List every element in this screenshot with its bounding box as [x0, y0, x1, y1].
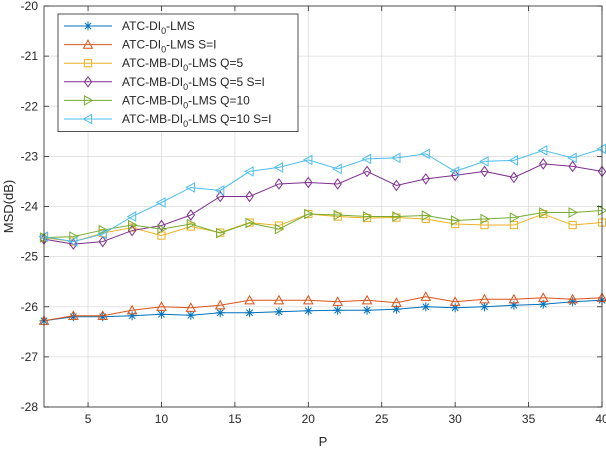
data-point	[216, 308, 225, 317]
y-tick-label: -25	[21, 250, 39, 264]
data-point	[333, 306, 342, 315]
x-tick-label: 30	[448, 412, 462, 426]
y-tick-label: -23	[21, 149, 39, 163]
data-point	[245, 308, 254, 317]
data-point	[186, 311, 195, 320]
data-point	[274, 307, 283, 316]
data-point	[509, 301, 518, 310]
data-point	[157, 310, 166, 319]
y-tick-label: -22	[21, 99, 39, 113]
data-point	[451, 303, 460, 312]
x-axis-label: P	[319, 434, 328, 449]
data-point	[128, 311, 137, 320]
x-tick-label: 5	[85, 412, 92, 426]
x-tick-label: 35	[522, 412, 536, 426]
data-point	[421, 302, 430, 311]
y-tick-label: -21	[21, 49, 39, 63]
y-axis-label: MSD(dB)	[1, 180, 16, 233]
x-tick-label: 25	[375, 412, 389, 426]
y-tick-label: -28	[21, 400, 39, 414]
y-tick-label: -20	[21, 0, 39, 13]
x-tick-label: 10	[155, 412, 169, 426]
legend-marker	[84, 22, 93, 31]
y-tick-label: -26	[21, 300, 39, 314]
data-point	[480, 302, 489, 311]
data-point	[304, 306, 313, 315]
data-point	[363, 306, 372, 315]
x-tick-label: 15	[228, 412, 242, 426]
x-tick-label: 40	[595, 412, 606, 426]
y-tick-label: -24	[21, 200, 39, 214]
x-tick-label: 20	[302, 412, 316, 426]
y-tick-label: -27	[21, 350, 39, 364]
